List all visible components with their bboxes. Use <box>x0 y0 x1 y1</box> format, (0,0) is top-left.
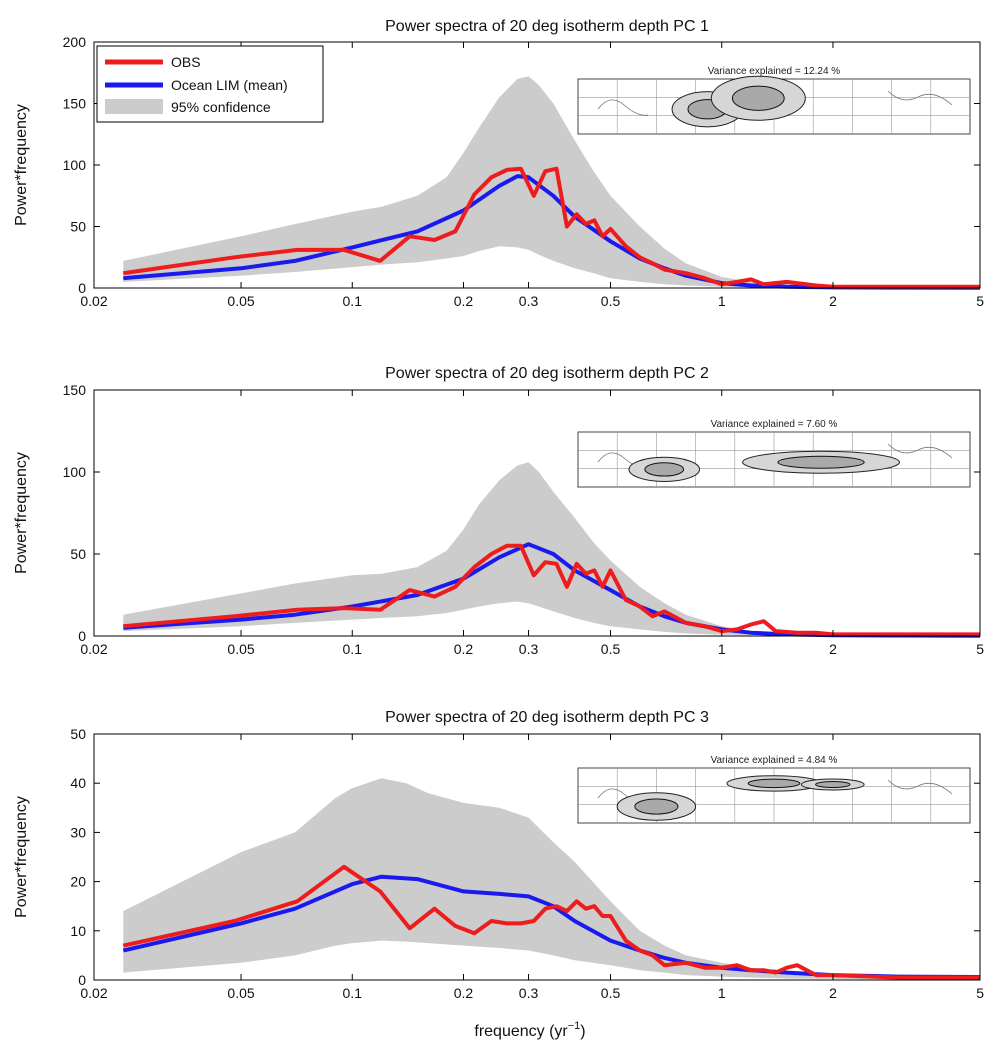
inset-coastline <box>597 90 953 116</box>
inset-contour-inner <box>731 85 785 111</box>
inset-map-2 <box>577 431 971 488</box>
legend: OBS Ocean LIM (mean) 95% confidence <box>96 45 324 123</box>
x-tick-label: 5 <box>976 985 984 1001</box>
x-tick-label: 0.5 <box>601 985 621 1001</box>
inset-contour-inner <box>634 798 679 815</box>
x-tick-label: 0.5 <box>601 641 621 657</box>
x-tick-label: 2 <box>829 641 837 657</box>
inset-contour-inner <box>644 462 685 477</box>
x-tick-label: 0.2 <box>454 985 474 1001</box>
series-line-obs <box>123 543 980 637</box>
x-tick-label: 1 <box>718 641 726 657</box>
legend-label-confidence: 95% confidence <box>171 99 271 115</box>
x-tick-label: 2 <box>829 985 837 1001</box>
x-tick-label: 0.02 <box>80 641 107 657</box>
y-tick-label: 10 <box>70 923 86 939</box>
x-tick-label: 0.3 <box>519 985 539 1001</box>
x-tick-label: 0.02 <box>80 985 107 1001</box>
y-axis-label: Power*frequency <box>13 452 30 574</box>
legend-label-obs: OBS <box>171 54 201 70</box>
x-tick-label: 0.1 <box>343 641 363 657</box>
inset-map-3 <box>577 767 971 824</box>
x-axis-label: frequency (yr−1) <box>474 1020 585 1040</box>
x-tick-label: 0.3 <box>519 641 539 657</box>
series-line-ocean-lim <box>123 542 981 638</box>
inset-contour-inner <box>815 780 851 789</box>
y-axis-label: Power*frequency <box>13 104 30 226</box>
confidence-band <box>123 76 981 288</box>
x-tick-label: 1 <box>718 293 726 309</box>
y-tick-label: 50 <box>70 546 86 562</box>
x-tick-label: 0.2 <box>454 641 474 657</box>
x-tick-label: 0.1 <box>343 293 363 309</box>
variance-explained-label: Variance explained = 12.24 % <box>708 66 841 77</box>
y-tick-label: 0 <box>78 280 86 296</box>
series-line-obs <box>123 166 980 289</box>
y-tick-label: 0 <box>78 972 86 988</box>
y-tick-label: 50 <box>70 219 86 235</box>
confidence-band <box>123 778 981 980</box>
x-tick-label: 0.05 <box>227 641 254 657</box>
chart-panel-3: 0.02 0.05 0.1 0.2 0.3 0.5 1 2 501020304050Power … <box>13 709 984 1001</box>
y-tick-label: 150 <box>63 382 87 398</box>
legend-swatch-confidence <box>105 99 163 114</box>
inset-contour-inner <box>777 455 865 469</box>
x-tick-label: 0.5 <box>601 293 621 309</box>
legend-label-ocean-lim: Ocean LIM (mean) <box>171 77 288 93</box>
x-tick-label: 5 <box>976 641 984 657</box>
x-tick-label: 0.1 <box>343 985 363 1001</box>
y-tick-label: 50 <box>70 726 86 742</box>
y-tick-label: 200 <box>63 34 87 50</box>
chart-panel-1: 0.02 0.05 0.1 0.2 0.3 0.5 1 2 5050100150200Power… <box>13 18 984 309</box>
y-tick-label: 30 <box>70 824 86 840</box>
x-tick-label: 0.05 <box>227 985 254 1001</box>
variance-explained-label: Variance explained = 4.84 % <box>711 755 838 766</box>
inset-contour-inner <box>747 778 801 789</box>
y-tick-label: 40 <box>70 775 86 791</box>
inset-map-1 <box>577 75 971 135</box>
x-tick-label: 0.05 <box>227 293 254 309</box>
confidence-band <box>123 462 981 636</box>
x-tick-label: 0.2 <box>454 293 474 309</box>
chart-title: Power spectra of 20 deg isotherm depth P… <box>385 365 709 382</box>
y-tick-label: 0 <box>78 628 86 644</box>
chart-title: Power spectra of 20 deg isotherm depth P… <box>385 709 709 726</box>
x-tick-label: 0.3 <box>519 293 539 309</box>
x-tick-label: 2 <box>829 293 837 309</box>
variance-explained-label: Variance explained = 7.60 % <box>711 419 838 430</box>
y-tick-label: 150 <box>63 96 87 112</box>
y-axis-label: Power*frequency <box>13 796 30 918</box>
axes-box <box>93 389 981 637</box>
axes-box <box>93 733 981 981</box>
y-tick-label: 100 <box>63 464 87 480</box>
x-tick-label: 5 <box>976 293 984 309</box>
y-tick-label: 100 <box>63 157 87 173</box>
x-tick-label: 0.02 <box>80 293 107 309</box>
y-tick-label: 20 <box>70 874 86 890</box>
chart-title: Power spectra of 20 deg isotherm depth P… <box>385 18 709 35</box>
x-tick-label: 1 <box>718 985 726 1001</box>
series-line-obs <box>122 864 980 980</box>
